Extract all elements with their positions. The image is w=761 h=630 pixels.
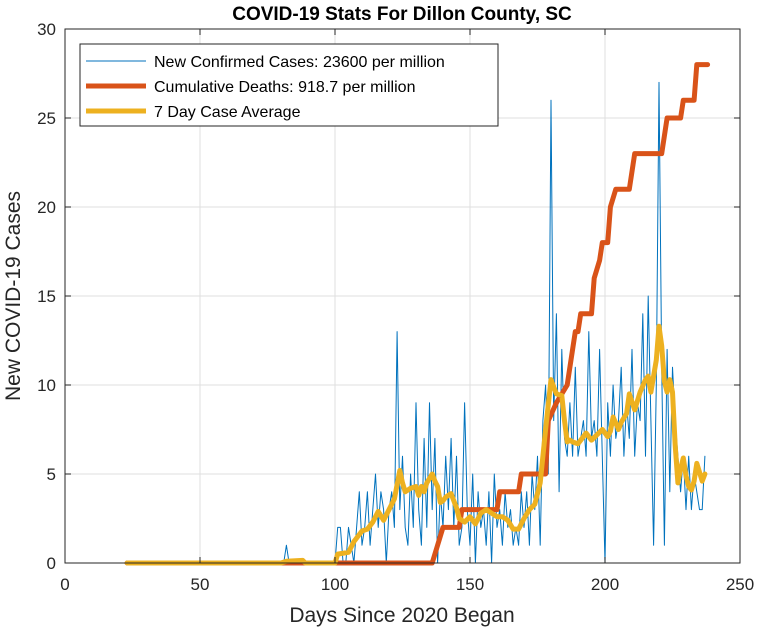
- legend-label-cumulative-deaths: Cumulative Deaths: 918.7 per million: [154, 79, 415, 96]
- y-tick-label: 20: [37, 198, 56, 217]
- x-tick-label: 0: [60, 575, 69, 594]
- series-7-day-average: [124, 323, 708, 566]
- legend: New Confirmed Cases: 23600 per million C…: [79, 43, 499, 127]
- x-tick-label: 150: [456, 575, 484, 594]
- x-tick-label: 50: [191, 575, 210, 594]
- y-tick-label: 5: [47, 465, 56, 484]
- y-tick-label: 15: [37, 287, 56, 306]
- x-tick-label: 200: [591, 575, 619, 594]
- y-axis-label: New COVID-19 Cases: [2, 191, 25, 401]
- x-tick-label: 100: [321, 575, 349, 594]
- legend-label-7-day-average: 7 Day Case Average: [154, 104, 301, 121]
- x-axis-label: Days Since 2020 Began: [289, 604, 514, 627]
- y-tick-label: 30: [37, 20, 56, 39]
- series-cumulative-deaths: [124, 62, 711, 566]
- legend-box: [79, 43, 499, 127]
- chart-title: COVID-19 Stats For Dillon County, SC: [232, 4, 572, 25]
- y-tick-label: 25: [37, 109, 56, 128]
- x-tick-label: 250: [726, 575, 754, 594]
- tick-labels: 0 50 100 150 200 250 0 5 10 15 20 25 30: [37, 20, 754, 594]
- y-tick-label: 0: [47, 554, 56, 573]
- legend-label-new-cases: New Confirmed Cases: 23600 per million: [154, 54, 445, 71]
- y-tick-label: 10: [37, 376, 56, 395]
